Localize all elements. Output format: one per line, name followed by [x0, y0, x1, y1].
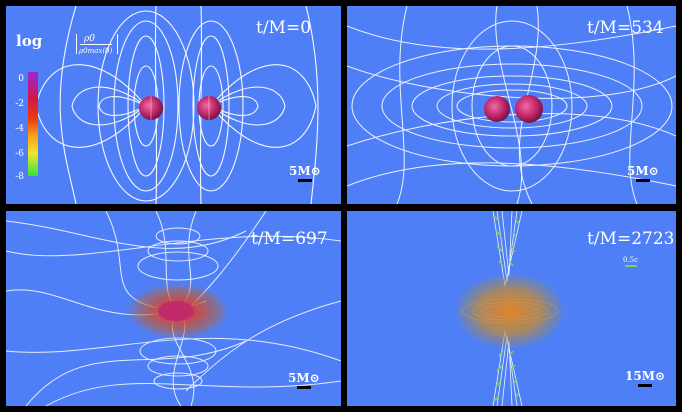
velocity-scale: 0.5c [623, 256, 638, 267]
panel-t2723: t/M=2723 0.5c 15M⊙ [347, 211, 676, 406]
colorbar-numerator: ρ0 [84, 34, 96, 44]
scale-label: 5M⊙ [288, 371, 320, 385]
scale-bar-line [296, 386, 311, 389]
velocity-label: 0.5c [623, 256, 639, 264]
panel-t697: t/M=697 5M⊙ [6, 211, 341, 406]
colorbar-bracket [76, 34, 118, 54]
panel-t0: log ρ0 ρ0max(0) 0 -2 -4 -6 -8 t/M=0 5M⊙ [6, 6, 341, 204]
field-lines-t534 [347, 6, 676, 204]
time-label: t/M=534 [587, 18, 664, 38]
colorbar-fraction-line [80, 44, 112, 45]
colorbar-denominator: ρ0max(0) [79, 47, 113, 55]
scale-bar: 5M⊙ [627, 164, 659, 182]
colorbar-log-label: log [16, 32, 43, 50]
scale-bar-line [638, 384, 653, 387]
panel-t534: t/M=534 5M⊙ [347, 6, 676, 204]
time-label: t/M=0 [256, 18, 312, 38]
colorbar-tick: -2 [15, 99, 24, 109]
colorbar-tick: -8 [15, 172, 24, 182]
scale-label: 5M⊙ [627, 164, 659, 178]
scale-label: 5M⊙ [289, 164, 321, 178]
colorbar-tick: -4 [15, 124, 24, 134]
scale-label: 15M⊙ [625, 369, 666, 383]
time-label: t/M=2723 [587, 229, 675, 249]
field-lines-t0 [35, 6, 319, 204]
colorbar-tick: -6 [15, 149, 24, 159]
colorbar-tick: 0 [18, 74, 24, 84]
scale-bar-line [297, 179, 312, 182]
jet-and-disk-t2723 [452, 211, 568, 406]
scale-bar-line [635, 179, 650, 182]
time-label: t/M=697 [251, 229, 328, 249]
scale-bar: 5M⊙ [288, 371, 320, 389]
scale-bar: 5M⊙ [289, 164, 321, 182]
scale-bar: 15M⊙ [625, 369, 665, 387]
field-lines-t697 [6, 211, 341, 406]
velocity-arrow [624, 265, 637, 267]
colorbar [28, 72, 38, 176]
